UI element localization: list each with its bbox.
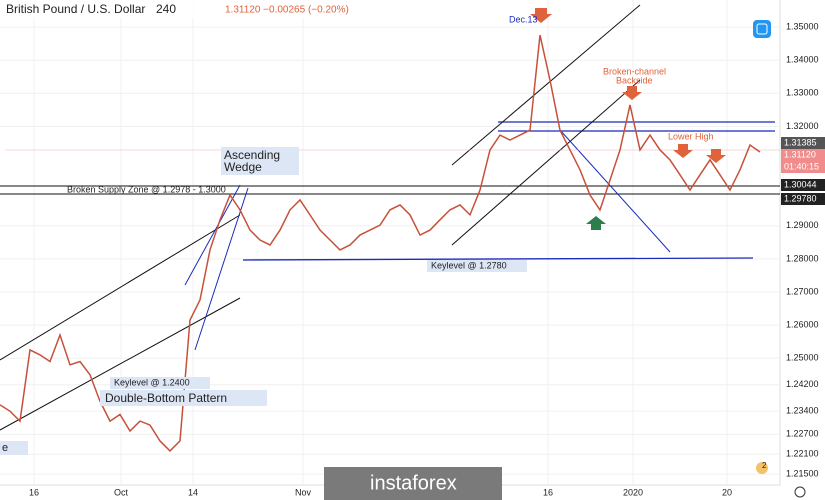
annotation: Double-Bottom Pattern <box>105 391 227 405</box>
keylevel-line <box>242 257 754 261</box>
header-bg <box>0 0 380 18</box>
fullscreen-button[interactable] <box>753 20 771 38</box>
y-tick-label: 1.25000 <box>786 353 819 363</box>
interval: 240 <box>156 2 176 16</box>
x-tick-label: Oct <box>114 487 129 497</box>
label-box <box>221 147 299 175</box>
annotation: Keylevel @ 1.2400 <box>114 377 190 387</box>
quote: 1.31120 −0.00265 (−0.20%) <box>225 5 349 16</box>
channel-line <box>0 214 241 361</box>
x-tick-label: 20 <box>722 487 732 497</box>
countdown: 01:40:15 <box>784 161 819 171</box>
label-box <box>0 441 28 455</box>
y-tick-label: 1.27000 <box>786 286 819 296</box>
price-tag <box>781 149 825 173</box>
x-tick-label: 14 <box>188 487 198 497</box>
y-tick-label: 1.29000 <box>786 220 819 230</box>
channel-line <box>451 4 641 166</box>
y-tick-label: 1.22100 <box>786 449 819 459</box>
annotation: Dec.13 <box>509 14 538 24</box>
y-tick-label: 1.28000 <box>786 253 819 263</box>
arrow-down <box>530 8 552 23</box>
annotation: Wedge <box>224 160 262 174</box>
arrow-down <box>622 86 642 100</box>
x-tick-label: 2020 <box>623 487 643 497</box>
fullscreen-icon <box>756 23 768 35</box>
x-tick-label: 16 <box>29 487 39 497</box>
wedge-line <box>194 187 249 351</box>
label-box <box>427 260 527 272</box>
annotation: Ascending <box>224 148 280 162</box>
label-box <box>110 377 210 389</box>
watermark: instaforex <box>370 472 457 494</box>
y-tick-label: 1.21500 <box>786 468 819 478</box>
settings-button[interactable] <box>794 486 806 498</box>
y-tick-label: 1.26000 <box>786 319 819 329</box>
annotation: Lower High <box>668 131 714 141</box>
y-tick-label: 1.23400 <box>786 406 819 416</box>
badge-count: 2 <box>762 461 767 470</box>
symbol-title: British Pound / U.S. Dollar <box>6 2 145 16</box>
price-label: 1.29780 <box>784 193 817 203</box>
price-label: 1.31120 <box>784 149 816 159</box>
y-tick-label: 1.32000 <box>786 121 819 131</box>
arrow-down <box>706 149 726 163</box>
price-line <box>0 34 761 452</box>
price-label: 1.30044 <box>784 179 817 189</box>
arrow-up <box>586 216 606 230</box>
y-tick-label: 1.24200 <box>786 379 819 389</box>
x-tick-label: Nov <box>295 487 312 497</box>
y-tick-label: 1.22700 <box>786 429 819 439</box>
arrow-down <box>673 144 693 158</box>
price-tag <box>781 179 825 191</box>
x-tick-label: 16 <box>543 487 553 497</box>
y-tick-label: 1.35000 <box>786 22 819 32</box>
trend-line <box>559 129 671 253</box>
channel-line <box>0 297 241 431</box>
price-tag <box>781 137 825 149</box>
annotation: Keylevel @ 1.2780 <box>431 260 507 270</box>
price-label: 1.31385 <box>784 137 817 147</box>
annotation: Broken Supply Zone @ 1.2978 - 1.3000 <box>67 184 226 194</box>
watermark-bg <box>324 467 502 500</box>
y-tick-label: 1.33000 <box>786 88 819 98</box>
label-box <box>100 390 267 406</box>
annotation: Broken-channel <box>603 66 666 76</box>
price-tag <box>781 193 825 205</box>
annotation: e <box>2 442 8 454</box>
channel-line <box>451 79 641 246</box>
y-tick-label: 1.34000 <box>786 55 819 65</box>
badge <box>756 462 768 474</box>
wedge-line <box>184 184 241 286</box>
annotation: Backside <box>616 75 653 85</box>
